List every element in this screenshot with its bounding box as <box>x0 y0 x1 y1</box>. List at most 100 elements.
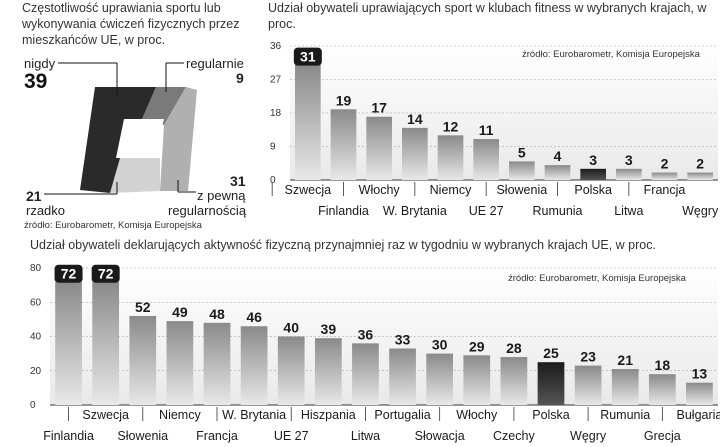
activity-value-label: 46 <box>246 309 262 325</box>
fitness-category-label: W. Brytania <box>383 204 447 218</box>
activity-category-label: Włochy <box>456 408 498 422</box>
fitness-ytick-label: 0 <box>270 175 276 186</box>
activity-value-label: 21 <box>617 352 633 368</box>
activity-category-label: Litwa <box>351 429 380 443</box>
fitness-category-label: Litwa <box>614 204 643 218</box>
activity-bar-rumunia <box>611 369 639 405</box>
activity-category-label: Rumunia <box>600 408 650 422</box>
fitness-value-label: 4 <box>554 148 562 164</box>
fitness-bar-ue-27 <box>473 139 500 180</box>
activity-bar-polska <box>537 362 565 405</box>
activity-value-label: 40 <box>283 320 299 336</box>
activity-value-label: 28 <box>506 340 522 356</box>
fitness-value-label: 2 <box>661 156 669 172</box>
fitness-bar-polska <box>580 168 607 180</box>
activity-category-label: Polska <box>532 408 570 422</box>
fitness-category-label: Francja <box>644 183 686 197</box>
activity-bar-bulgaria <box>686 382 713 405</box>
pie-source: źródło: Eurobarometr, Komisja Europejska <box>24 220 202 231</box>
fitness-ytick-label: 27 <box>270 75 282 86</box>
pie-value-rare: 21 <box>26 188 42 204</box>
activity-bar-wegry <box>574 365 602 405</box>
activity-category-label: Francja <box>196 429 238 443</box>
fitness-source: źródło: Eurobarometr, Komisja Europejska <box>522 49 701 60</box>
activity-value-label: 33 <box>395 331 411 347</box>
activity-bar-litwa <box>352 343 379 405</box>
fitness-bar-w-brytania <box>401 127 428 180</box>
pie-value-regular: 9 <box>236 70 244 86</box>
fitness-ytick-label: 36 <box>270 41 282 52</box>
activity-bar-grecja <box>648 374 676 405</box>
slice-never <box>80 87 156 193</box>
activity-ytick-label: 60 <box>30 297 42 308</box>
activity-category-label: UE 27 <box>274 429 309 443</box>
activity-bar-slowacja <box>426 353 454 405</box>
fitness-chart-title: Udział obywateli uprawiających sport w k… <box>268 1 707 31</box>
activity-ytick-label: 80 <box>30 263 42 274</box>
activity-category-label: W. Brytania <box>222 408 286 422</box>
fitness-category-label: Włochy <box>359 183 401 197</box>
fitness-ytick-label: 18 <box>270 108 282 119</box>
activity-value-label: 72 <box>61 266 77 282</box>
slice-regular <box>142 87 186 125</box>
activity-category-label: Słowenia <box>117 429 168 443</box>
activity-category-label: Portugalia <box>374 408 430 422</box>
activity-ytick-label: 0 <box>30 400 36 411</box>
activity-chart-title: Udział obywateli deklarujących aktywność… <box>30 238 656 252</box>
fitness-value-label: 2 <box>696 156 704 172</box>
slice-rare <box>110 158 160 193</box>
pie-value-some: 31 <box>230 173 246 189</box>
activity-bar-francja <box>203 322 231 405</box>
fitness-bar-szwecja <box>294 64 321 180</box>
fitness-category-label: Węgry <box>682 204 719 218</box>
fitness-category-label: Finlandia <box>318 204 369 218</box>
diagram-hole <box>116 119 164 158</box>
pie-label-never: nigdy <box>24 56 56 71</box>
activity-value-label: 39 <box>321 321 337 337</box>
activity-value-badge <box>91 264 120 283</box>
activity-bar-slowenia <box>129 315 157 405</box>
fitness-bar-wlochy <box>366 116 393 180</box>
fitness-bar-finlandia <box>330 109 357 180</box>
fitness-value-label: 12 <box>443 118 459 134</box>
pie-value-never: 39 <box>24 70 48 93</box>
activity-value-badge <box>54 264 83 283</box>
fitness-value-label: 31 <box>300 49 316 65</box>
frequency-diagram <box>44 62 197 195</box>
activity-value-label: 72 <box>98 266 114 282</box>
activity-value-label: 29 <box>469 338 485 354</box>
activity-category-label: Czechy <box>493 429 535 443</box>
pie-label-some-1: z pewną <box>197 188 246 203</box>
activity-value-label: 13 <box>692 366 708 382</box>
activity-value-label: 25 <box>543 345 559 361</box>
fitness-value-label: 3 <box>625 152 633 168</box>
activity-category-label: Niemcy <box>159 408 201 422</box>
fitness-category-label: UE 27 <box>469 204 504 218</box>
activity-category-label: Bułgaria <box>677 408 720 422</box>
fitness-value-label: 14 <box>407 111 423 127</box>
activity-value-label: 23 <box>580 349 596 365</box>
pie-label-some-2: regularnością <box>168 203 247 218</box>
activity-category-label: Hiszpania <box>301 408 356 422</box>
fitness-category-label: Słowenia <box>496 183 547 197</box>
activity-bar-portugalia <box>389 348 416 405</box>
activity-value-label: 49 <box>172 304 188 320</box>
activity-bar-hiszpania <box>314 338 342 405</box>
fitness-value-label: 11 <box>479 122 494 138</box>
fitness-category-label: Szwecja <box>285 183 332 197</box>
activity-category-label: Słowacja <box>415 429 465 443</box>
activity-category-label: Grecja <box>644 429 681 443</box>
activity-category-label: Finlandia <box>43 429 94 443</box>
pie-label-rare: rzadko <box>26 203 66 218</box>
fitness-bar-niemcy <box>437 135 464 180</box>
pie-title: Częstotliwość uprawiania sportu lub wyko… <box>22 1 240 47</box>
activity-bar-ue-27 <box>277 336 305 405</box>
activity-bar-chart: źródło: Eurobarometr, Komisja Europejska… <box>30 263 720 443</box>
fitness-bar-francja <box>651 172 678 180</box>
fitness-bar-litwa <box>615 168 642 180</box>
fitness-category-label: Polska <box>574 183 612 197</box>
fitness-value-badge <box>293 47 322 66</box>
fitness-bar-rumunia <box>544 165 571 180</box>
fitness-category-label: Rumunia <box>532 204 582 218</box>
slice-some-regularity <box>160 87 197 191</box>
